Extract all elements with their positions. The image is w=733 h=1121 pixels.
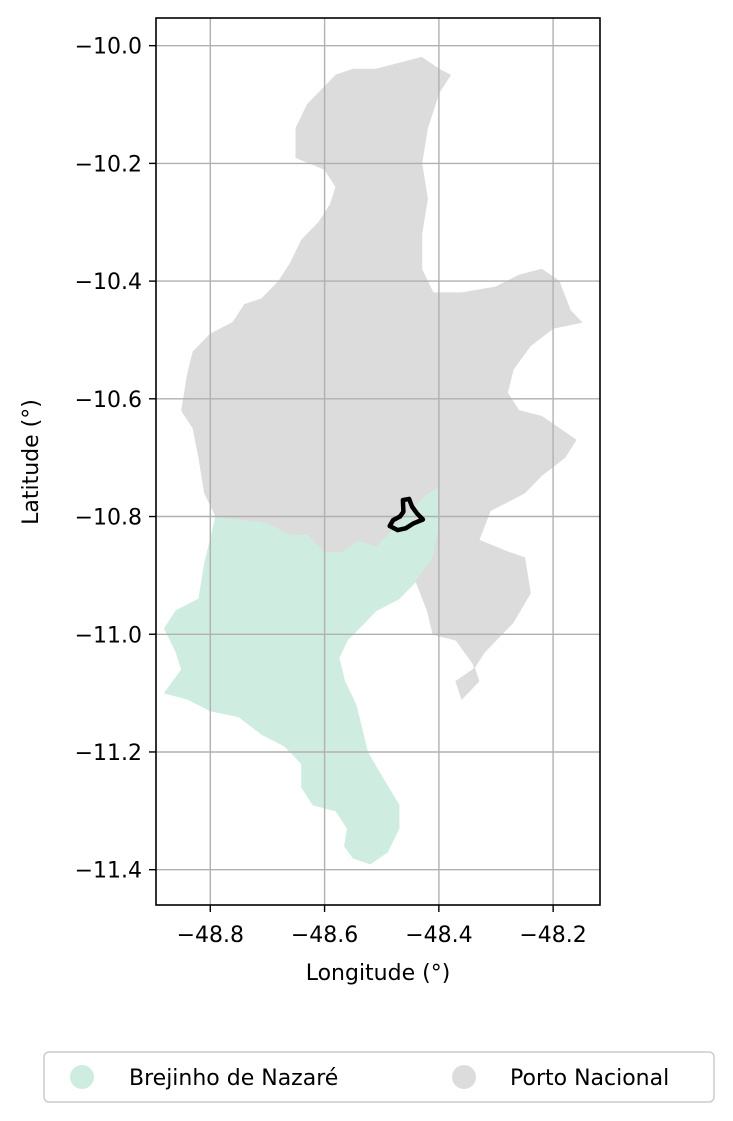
y-tick-label: −11.4 bbox=[75, 859, 142, 884]
y-tick-label: −10.2 bbox=[75, 152, 142, 177]
y-tick-label: −11.2 bbox=[75, 741, 142, 766]
axes-frame bbox=[155, 17, 601, 906]
y-tick-label: −10.4 bbox=[75, 270, 142, 295]
legend: Brejinho de Nazaré Porto Nacional bbox=[43, 1051, 715, 1103]
y-tick-label: −11.0 bbox=[75, 623, 142, 648]
x-tick-label: −48.8 bbox=[177, 923, 244, 948]
legend-marker-porto-nacional bbox=[452, 1065, 476, 1089]
x-tick-label: −48.6 bbox=[291, 923, 358, 948]
y-tick-label: −10.0 bbox=[75, 35, 142, 60]
region-layer bbox=[163, 56, 583, 865]
legend-label-brejinho: Brejinho de Nazaré bbox=[129, 1066, 338, 1091]
highlight-boundary-outline bbox=[387, 496, 426, 533]
x-tick-label: −48.2 bbox=[519, 923, 586, 948]
grid-layer bbox=[156, 18, 600, 905]
y-axis-label: Latitude (°) bbox=[19, 399, 44, 525]
legend-marker-brejinho bbox=[70, 1065, 94, 1089]
overlay-layer bbox=[387, 496, 426, 533]
legend-box bbox=[43, 1051, 715, 1103]
x-axis-label: Longitude (°) bbox=[306, 961, 451, 986]
map-plot-area bbox=[155, 17, 601, 906]
y-tick-label: −10.8 bbox=[75, 506, 142, 531]
legend-label-porto-nacional: Porto Nacional bbox=[510, 1066, 669, 1091]
x-axis-ticks: −48.8 −48.6 −48.4 −48.2 bbox=[177, 905, 587, 948]
x-tick-label: −48.4 bbox=[405, 923, 472, 948]
y-axis-ticks: −10.0 −10.2 −10.4 −10.6 −10.8 −11.0 −11.2 −11.4 bbox=[75, 35, 156, 884]
y-tick-label: −10.6 bbox=[75, 388, 142, 413]
region-porto-nacional bbox=[181, 56, 583, 700]
